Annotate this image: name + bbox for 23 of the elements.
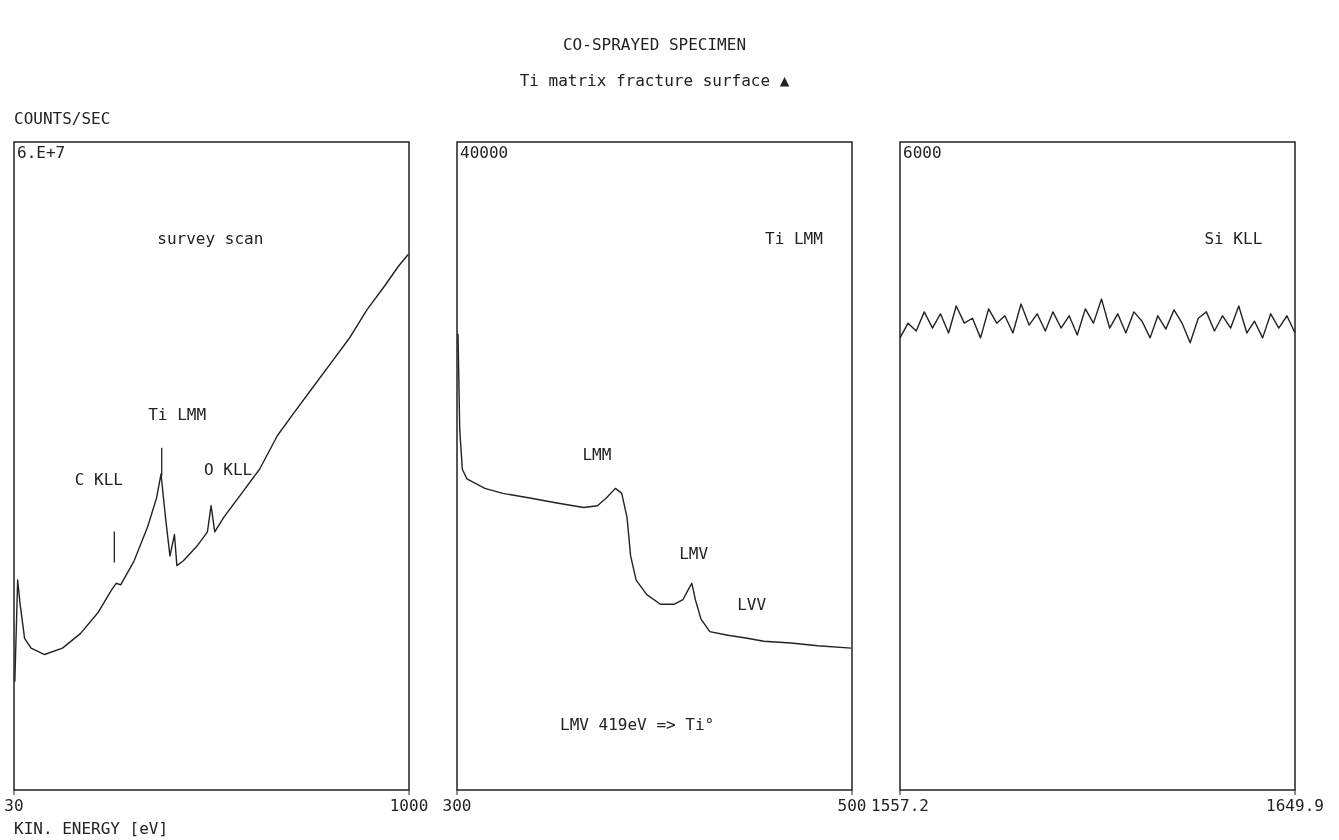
x-tick-label: 500 bbox=[837, 796, 867, 815]
annotation: C KLL bbox=[74, 469, 124, 489]
y-axis-title: COUNTS/SEC bbox=[14, 109, 111, 128]
text: Si KLL bbox=[1204, 229, 1263, 249]
annotation: Ti LMM bbox=[148, 404, 207, 424]
text: survey scan bbox=[157, 229, 264, 249]
text: 40000 bbox=[460, 143, 509, 162]
x-axis-title: KIN. ENERGY [eV] bbox=[14, 819, 169, 838]
chart-title: CO-SPRAYED SPECIMEN bbox=[562, 35, 747, 54]
x-tick-label: 300 bbox=[442, 796, 472, 815]
x-tick-label: 1000 bbox=[389, 796, 429, 815]
annotation: LMV bbox=[679, 543, 709, 563]
x-tick-label: 1649.9 bbox=[1266, 796, 1324, 815]
annotation: LMV 419eV => Ti° bbox=[560, 714, 715, 734]
x-tick-label: 30 bbox=[4, 796, 24, 815]
text: 6.E+7 bbox=[17, 143, 66, 162]
annotation: LVV bbox=[737, 595, 767, 615]
text: Ti LMM bbox=[765, 229, 823, 249]
text: 6000 bbox=[903, 143, 942, 162]
annotation: LMM bbox=[582, 445, 612, 465]
chart-subtitle: Ti matrix fracture surface ▲ bbox=[519, 71, 790, 90]
x-tick-label: 1557.2 bbox=[871, 796, 929, 815]
annotation: O KLL bbox=[204, 460, 253, 480]
